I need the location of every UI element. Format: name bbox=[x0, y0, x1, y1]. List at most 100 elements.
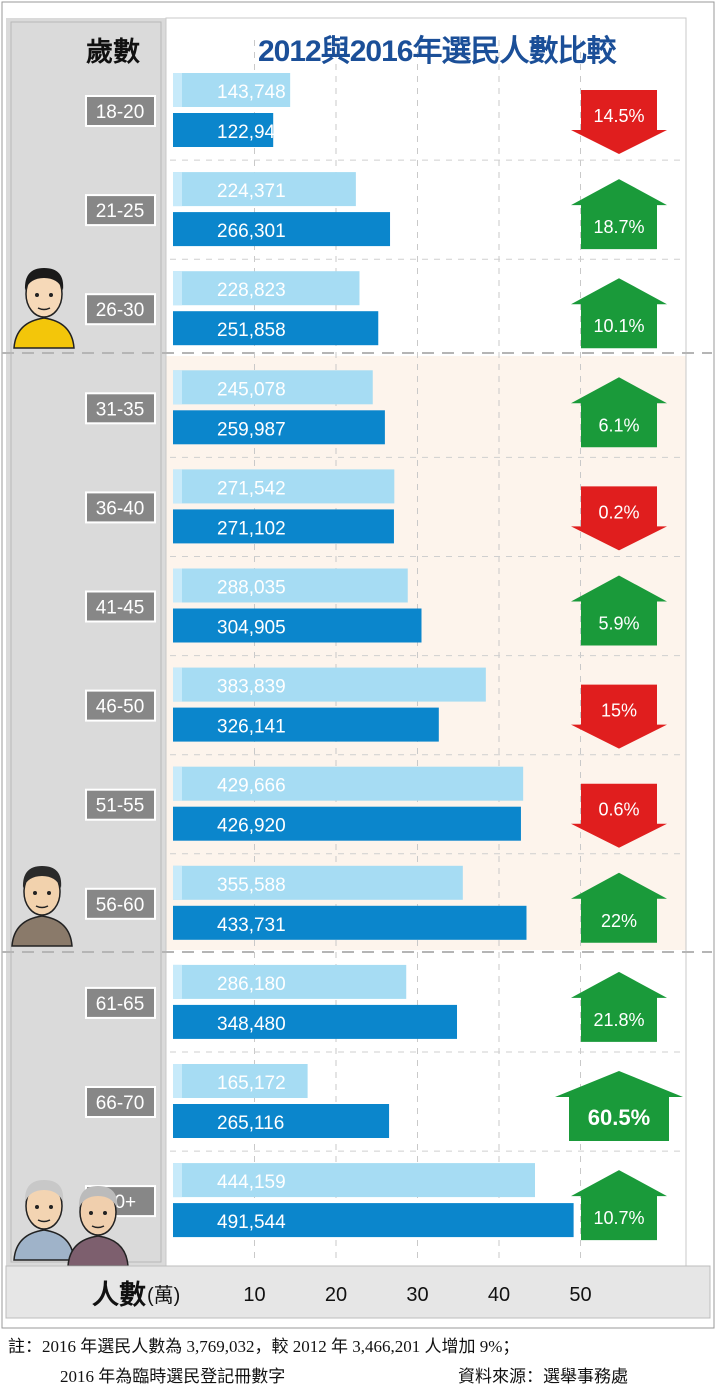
age-tag bbox=[85, 491, 156, 524]
age-tag bbox=[85, 590, 156, 623]
x-tick-label: 50 bbox=[569, 1284, 591, 1306]
middle-aged-person-icon bbox=[11, 866, 73, 947]
bar-2016 bbox=[173, 509, 394, 544]
elderly-woman-icon bbox=[67, 1186, 129, 1267]
value-label-2012: 245,078 bbox=[217, 379, 286, 400]
middle-band-tint bbox=[166, 356, 686, 950]
up-arrow-icon bbox=[571, 575, 667, 646]
bar-2012-cap bbox=[173, 865, 182, 900]
bar-2016 bbox=[173, 905, 527, 940]
value-label-2016: 266,301 bbox=[217, 221, 286, 242]
bar-2016 bbox=[173, 707, 439, 742]
bar-2012 bbox=[173, 865, 463, 900]
footer bbox=[0, 1330, 716, 1395]
change-label: 10.1% bbox=[593, 316, 644, 336]
age-tag bbox=[85, 986, 156, 1019]
bar-2012 bbox=[173, 469, 395, 504]
age-label: 36-40 bbox=[96, 498, 145, 519]
bar-2012-cap bbox=[173, 271, 182, 306]
bar-2012-cap bbox=[173, 568, 182, 603]
down-arrow-icon bbox=[571, 90, 667, 154]
figure-hair bbox=[24, 268, 64, 290]
bar-2016 bbox=[173, 806, 521, 841]
bar-2012-cap bbox=[173, 1163, 182, 1198]
value-label-2012: 383,839 bbox=[217, 677, 286, 698]
footnote-line-1: 註：2016 年選民人數為 3,769,032，較 2012 年 3,466,2… bbox=[8, 1337, 520, 1356]
value-label-2012: 288,035 bbox=[217, 578, 286, 599]
x-tick-label: 30 bbox=[406, 1284, 428, 1306]
age-label: 21-25 bbox=[96, 201, 145, 222]
figure-eye bbox=[35, 1205, 39, 1209]
bar-2012-cap bbox=[173, 964, 182, 999]
bar-2016 bbox=[173, 113, 274, 147]
value-label-2012: 429,666 bbox=[217, 776, 286, 797]
bar-2012-cap bbox=[173, 667, 182, 702]
footnote-line-2: 2016 年為臨時選民登記冊數字 bbox=[60, 1367, 286, 1386]
figure-eye bbox=[103, 1211, 107, 1215]
figure-mouth bbox=[91, 1225, 105, 1229]
bar-2016 bbox=[173, 410, 385, 445]
value-label-2012: 143,748 bbox=[217, 82, 286, 103]
figure-eye bbox=[33, 891, 37, 895]
change-label: 5.9% bbox=[598, 614, 639, 634]
bar-2012 bbox=[173, 1163, 535, 1198]
value-label-2016: 265,116 bbox=[217, 1113, 284, 1134]
chart-title: 2012與2016年選民人數比較 bbox=[258, 35, 616, 68]
bar-2012 bbox=[173, 964, 407, 999]
up-arrow-icon bbox=[571, 872, 667, 943]
value-label-2016: 426,920 bbox=[217, 816, 286, 837]
value-label-2016: 259,987 bbox=[217, 419, 286, 440]
bar-2012 bbox=[173, 667, 486, 702]
bar-2012 bbox=[173, 172, 356, 207]
bar-2012-cap bbox=[173, 469, 182, 504]
bar-2012 bbox=[173, 568, 408, 603]
value-label-2012: 165,172 bbox=[217, 1073, 286, 1094]
figure-mouth bbox=[37, 1219, 51, 1223]
age-tag bbox=[85, 194, 156, 227]
age-tag bbox=[85, 689, 156, 722]
age-tag bbox=[85, 95, 156, 127]
age-tag bbox=[85, 293, 156, 326]
bar-2012-cap bbox=[173, 766, 182, 801]
figure-mouth bbox=[37, 307, 51, 311]
x-axis-unit: (萬) bbox=[147, 1284, 180, 1307]
age-axis-label: 歲數 bbox=[86, 37, 140, 67]
value-label-2012: 286,180 bbox=[217, 974, 286, 995]
age-tag bbox=[85, 1086, 156, 1118]
value-label-2012: 228,823 bbox=[217, 280, 286, 301]
x-axis-strip bbox=[5, 1265, 711, 1319]
up-arrow-icon bbox=[571, 1170, 667, 1241]
bar-2016 bbox=[173, 1104, 390, 1138]
down-arrow-icon bbox=[571, 684, 667, 749]
value-label-2012: 271,542 bbox=[217, 478, 286, 499]
value-label-2016: 304,905 bbox=[217, 618, 286, 639]
x-tick-label: 10 bbox=[243, 1284, 265, 1306]
value-label-2012: 444,159 bbox=[217, 1172, 286, 1193]
value-label-2016: 122,947 bbox=[217, 122, 286, 143]
bar-2012-cap bbox=[173, 172, 182, 207]
value-label-2016: 348,480 bbox=[217, 1014, 286, 1035]
x-axis-label: 人數 bbox=[92, 1280, 146, 1310]
figure-body bbox=[67, 1235, 129, 1267]
change-label: 60.5% bbox=[588, 1105, 650, 1130]
change-label: 18.7% bbox=[593, 217, 644, 237]
change-label: 22% bbox=[601, 911, 637, 931]
bar-2012 bbox=[173, 370, 373, 405]
figure-eye bbox=[47, 891, 51, 895]
age-label: 26-30 bbox=[96, 300, 145, 321]
age-label: 56-60 bbox=[96, 895, 145, 916]
x-tick-label: 40 bbox=[488, 1284, 510, 1306]
figure-eye bbox=[49, 1205, 53, 1209]
value-label-2016: 271,102 bbox=[217, 518, 286, 539]
figure-body bbox=[11, 915, 73, 947]
figure-eye bbox=[35, 293, 39, 297]
figure-body bbox=[13, 317, 75, 349]
change-label: 14.5% bbox=[593, 106, 644, 126]
figure-hair bbox=[78, 1186, 118, 1208]
figure-eye bbox=[89, 1211, 93, 1215]
age-label: 46-50 bbox=[96, 697, 145, 718]
figure-eye bbox=[49, 293, 53, 297]
age-label: 31-35 bbox=[96, 399, 145, 420]
change-label: 10.7% bbox=[593, 1208, 644, 1228]
change-label: 15% bbox=[601, 701, 637, 721]
